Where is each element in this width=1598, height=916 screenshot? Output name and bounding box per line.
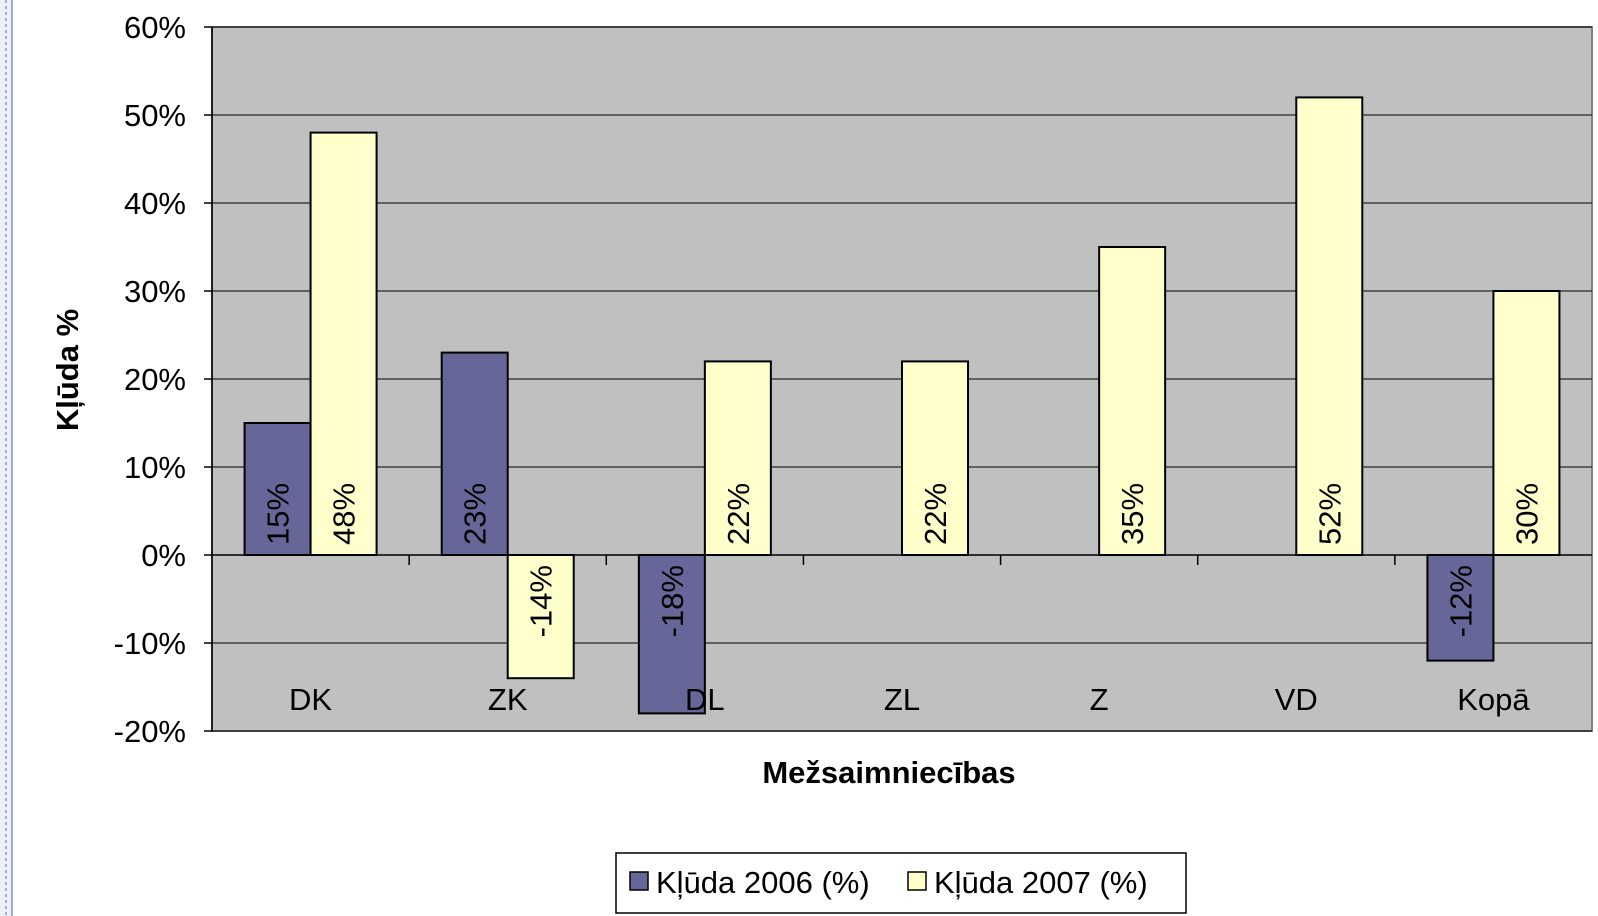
category-label: DL xyxy=(685,682,725,717)
data-label: 22% xyxy=(918,483,953,545)
x-axis-title: Mežsaimniecības xyxy=(762,755,1015,790)
bar xyxy=(637,554,706,715)
category-label: ZL xyxy=(884,682,920,717)
bar xyxy=(1426,554,1495,662)
y-tick-label: 20% xyxy=(124,362,186,397)
legend-label-2007: Kļūda 2007 (%) xyxy=(934,865,1148,900)
data-label: 30% xyxy=(1509,483,1544,545)
bars xyxy=(243,96,1561,715)
y-tick-label: 30% xyxy=(124,274,186,309)
legend-swatch-2006 xyxy=(629,871,649,891)
y-axis-ticks: 60% 50% 40% 30% 20% 10% 0% -10% -20% xyxy=(114,10,213,749)
y-axis-title: Kļūda % xyxy=(50,309,85,431)
data-label: -12% xyxy=(1443,565,1478,637)
category-label: VD xyxy=(1275,682,1318,717)
data-label: -14% xyxy=(524,565,559,637)
data-label: 52% xyxy=(1312,483,1347,545)
y-tick-label: 10% xyxy=(124,450,186,485)
y-tick-label: 40% xyxy=(124,186,186,221)
bar xyxy=(901,360,969,556)
category-label: Z xyxy=(1090,682,1109,717)
category-label: Kopā xyxy=(1457,682,1530,717)
bar xyxy=(1295,96,1364,557)
legend-label-2006: Kļūda 2006 (%) xyxy=(656,865,870,900)
category-label: ZK xyxy=(488,682,528,717)
data-label: 22% xyxy=(721,483,756,545)
legend-box xyxy=(615,852,1187,914)
page-left-border xyxy=(0,0,13,916)
data-label: 15% xyxy=(261,483,296,545)
bar xyxy=(1492,290,1561,556)
data-label: 23% xyxy=(458,483,493,545)
bar xyxy=(506,554,575,680)
data-labels: 15% 23% -18% -12% 48% -14% 22% 22% 35% 52% 30% xyxy=(261,483,1545,637)
y-tick-label: -10% xyxy=(114,626,186,661)
category-label: DK xyxy=(289,682,332,717)
data-label: -18% xyxy=(655,565,690,637)
data-label: 48% xyxy=(327,483,362,545)
y-tick-label: 50% xyxy=(124,98,186,133)
y-tick-label: -20% xyxy=(114,714,186,749)
legend-swatch-2007 xyxy=(907,871,927,891)
y-tick-label: 60% xyxy=(124,10,186,45)
x-axis xyxy=(212,554,1592,565)
bar xyxy=(309,131,378,556)
category-labels: DK ZK DL ZL Z VD Kopā xyxy=(289,682,1530,717)
data-label: 35% xyxy=(1115,483,1150,545)
legend: Kļūda 2006 (%) Kļūda 2007 (%) xyxy=(615,852,1187,914)
y-tick-label: 0% xyxy=(141,538,186,573)
bar xyxy=(440,351,509,556)
